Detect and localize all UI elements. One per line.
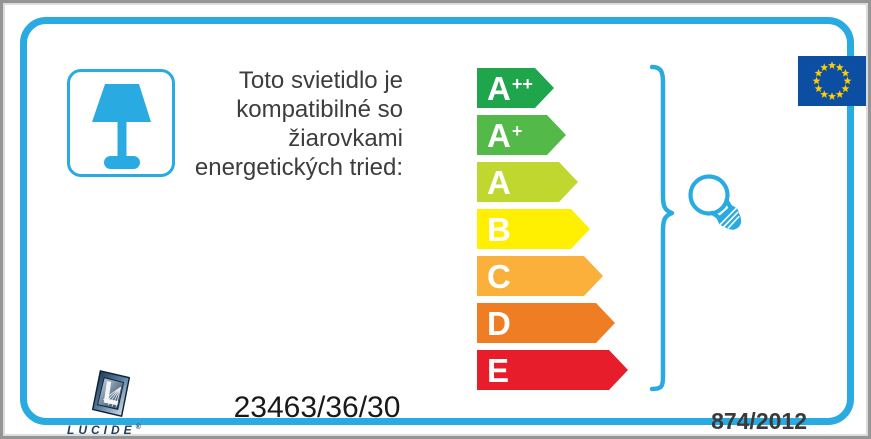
registered-mark: ® (135, 424, 141, 431)
energy-class-letter: E (487, 351, 510, 389)
energy-arrow-row: C (477, 256, 603, 296)
luminaire-type-box (67, 69, 175, 177)
intro-line: Toto svietidlo je (238, 67, 403, 94)
energy-arrow-row: A++ (477, 68, 554, 108)
energy-class-letter: A+ (487, 116, 523, 154)
energy-arrow-row: B (477, 209, 590, 249)
energy-arrow-row: A+ (477, 115, 566, 155)
light-bulb-icon (688, 174, 742, 230)
energy-arrow-row: D (477, 303, 615, 343)
intro-text: Toto svietidlo je kompatibilné so žiarov… (195, 66, 403, 182)
energy-arrow-row: A (477, 162, 578, 202)
product-number: 23463/36/30 (233, 391, 401, 424)
energy-class-letter: D (487, 304, 511, 342)
energy-class-letter: A (487, 163, 511, 201)
lucide-logo: LUCIDE® (67, 368, 177, 437)
brand-name: LUCIDE® (67, 423, 141, 437)
energy-class-letter: B (487, 210, 511, 248)
energy-arrow-row: E (477, 350, 628, 390)
energy-class-letter: C (487, 257, 511, 295)
intro-line: žiarovkami (288, 125, 403, 152)
energy-class-letter: A++ (487, 69, 533, 107)
lucide-emblem-icon (91, 370, 131, 417)
intro-line: energetických tried: (194, 154, 403, 181)
curly-brace-glyph (649, 64, 675, 392)
label-card: Toto svietidlo je kompatibilné so žiarov… (20, 17, 866, 437)
energy-class-scale: A++ A+ A B C D E (477, 68, 628, 390)
intro-line: kompatibilné so (236, 96, 403, 123)
table-lamp-icon (92, 84, 151, 169)
eu-flag-icon (798, 56, 866, 106)
regulation-number: 874/2012 (711, 408, 807, 434)
